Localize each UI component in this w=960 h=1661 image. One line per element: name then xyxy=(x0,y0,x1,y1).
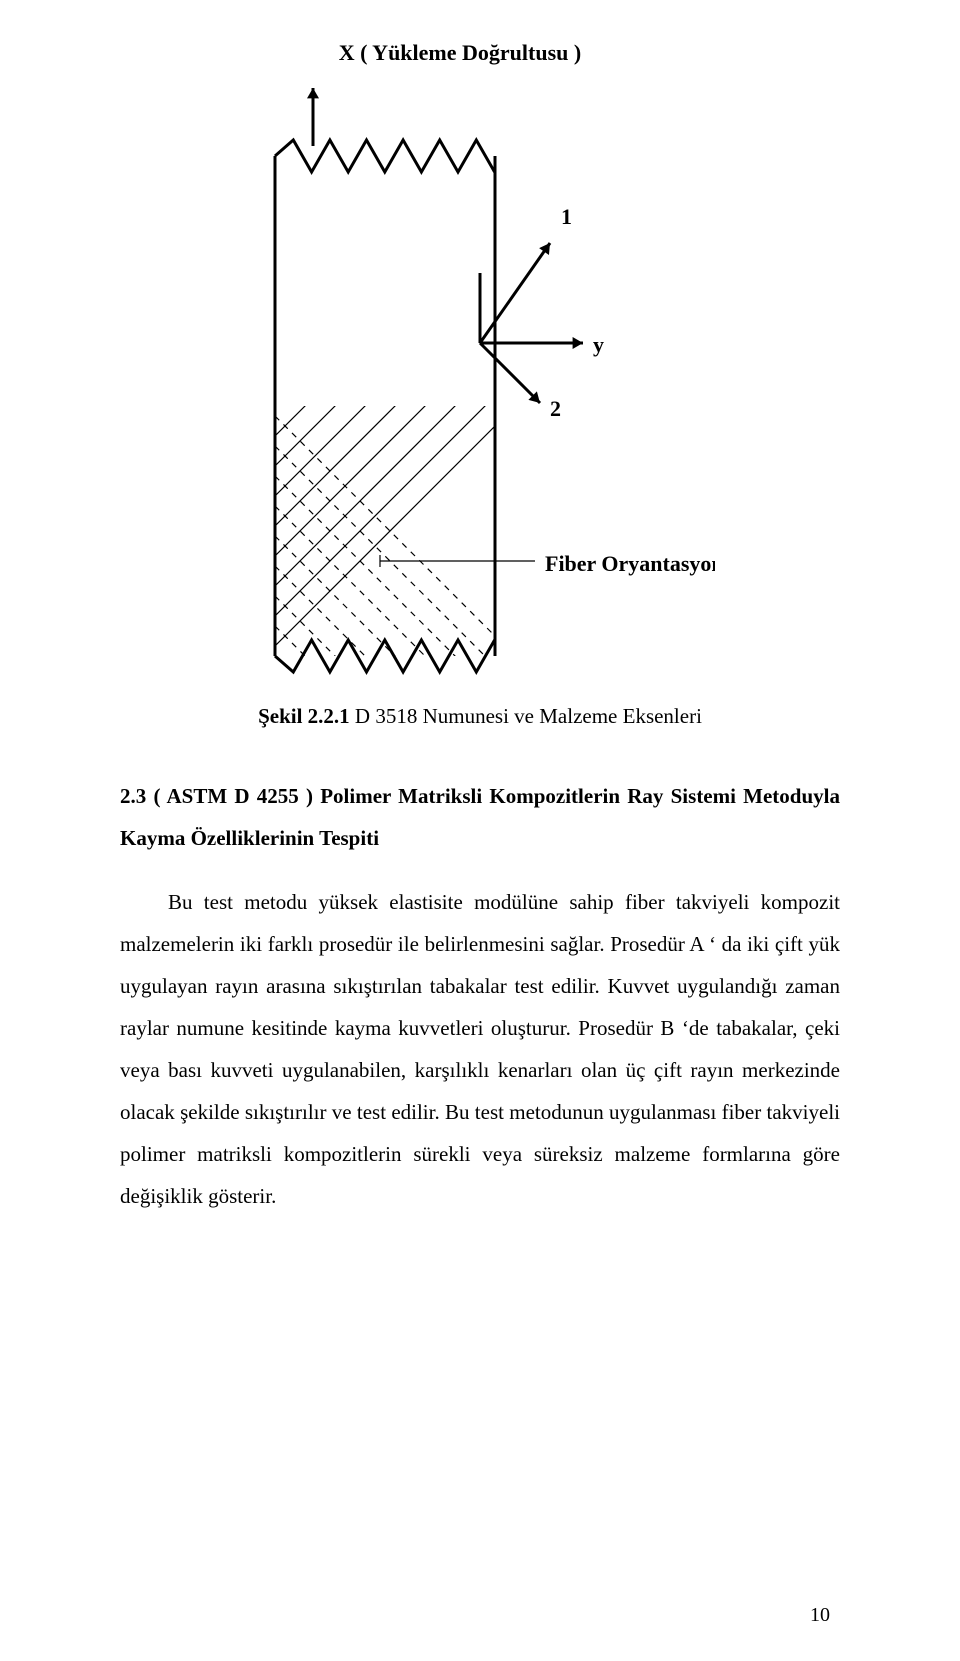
heading-x: X ( Yükleme Doğrultusu ) xyxy=(80,40,840,66)
svg-text:Fiber Oryantasyonları: Fiber Oryantasyonları xyxy=(545,551,715,576)
svg-text:1: 1 xyxy=(561,204,572,229)
diagram-svg: 1 y 2 Fiber Oryantasyonları xyxy=(245,86,715,686)
page-number: 10 xyxy=(810,1604,830,1627)
svg-text:2: 2 xyxy=(550,396,561,421)
body-paragraph: Bu test metodu yüksek elastisite modülün… xyxy=(120,881,840,1217)
figure-diagram: 1 y 2 Fiber Oryantasyonları xyxy=(245,86,715,676)
section-title: 2.3 ( ASTM D 4255 ) Polimer Matriksli Ko… xyxy=(120,775,840,859)
figure-caption: Şekil 2.2.1 D 3518 Numunesi ve Malzeme E… xyxy=(120,704,840,729)
caption-bold: Şekil 2.2.1 xyxy=(258,704,350,728)
svg-text:y: y xyxy=(593,332,604,357)
caption-rest: D 3518 Numunesi ve Malzeme Eksenleri xyxy=(350,704,702,728)
